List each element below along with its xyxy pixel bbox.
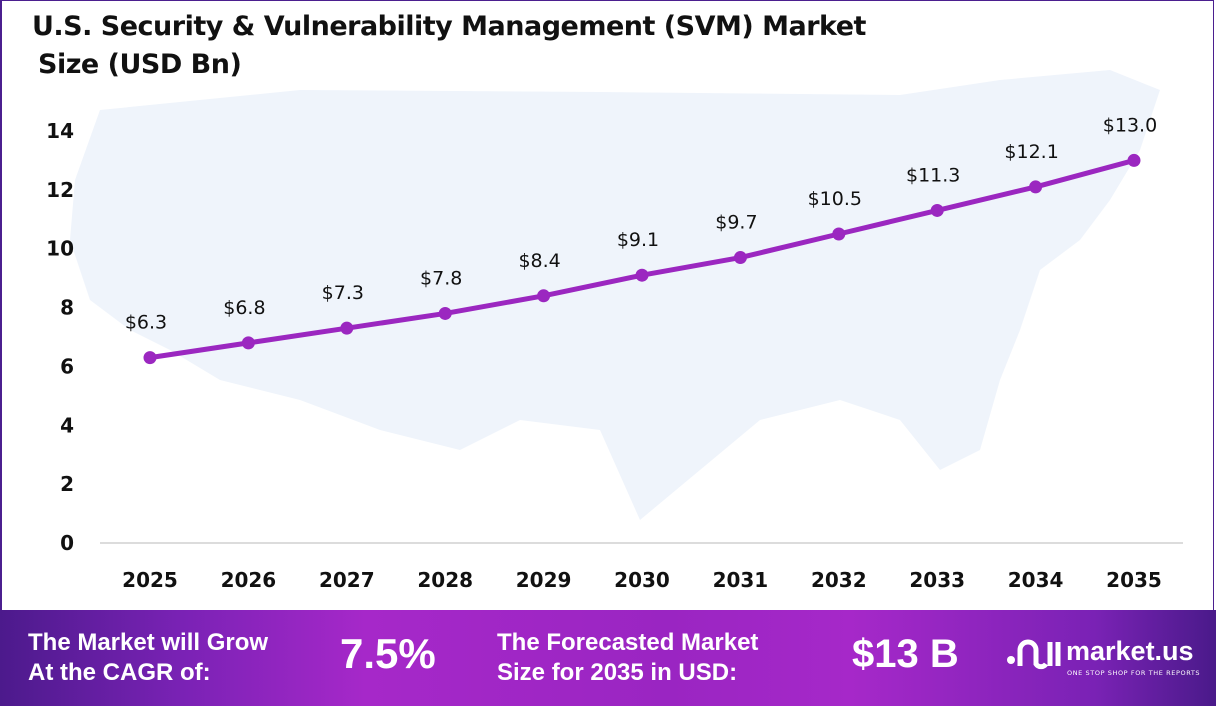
chart-title: U.S. Security & Vulnerability Management… <box>32 8 866 84</box>
data-label: $6.8 <box>223 297 265 319</box>
y-tick-label: 0 <box>60 531 74 555</box>
data-point <box>241 336 255 350</box>
data-point <box>1127 153 1141 167</box>
data-point <box>438 306 452 320</box>
data-label: $11.3 <box>906 164 960 186</box>
data-point <box>340 321 354 335</box>
us-map-silhouette <box>70 70 1160 520</box>
x-tick-label: 2033 <box>909 568 965 592</box>
forecast-label: The Forecasted Market Size for 2035 in US… <box>497 629 759 686</box>
data-label: $7.3 <box>322 282 364 304</box>
data-point <box>143 351 157 365</box>
x-tick-label: 2035 <box>1106 568 1162 592</box>
data-point <box>930 203 944 217</box>
data-point <box>635 268 649 282</box>
data-label: $7.8 <box>420 267 462 289</box>
y-tick-label: 12 <box>46 178 74 202</box>
y-tick-label: 6 <box>60 354 74 378</box>
data-label: $8.4 <box>518 250 560 272</box>
x-tick-label: 2026 <box>221 568 277 592</box>
data-label: $12.1 <box>1004 141 1058 163</box>
cagr-label: The Market will Grow At the CAGR of: <box>28 629 269 686</box>
x-tick-label: 2029 <box>516 568 572 592</box>
data-label: $6.3 <box>125 312 167 334</box>
title-line-1: U.S. Security & Vulnerability Management… <box>32 11 866 42</box>
y-tick-label: 8 <box>60 296 74 320</box>
y-tick-label: 10 <box>46 237 74 261</box>
data-point <box>1029 180 1043 194</box>
data-point <box>537 289 551 303</box>
data-label: $9.7 <box>715 212 757 234</box>
forecast-value: $13 B <box>852 632 959 676</box>
cagr-value: 7.5% <box>340 630 436 677</box>
x-tick-label: 2025 <box>122 568 178 592</box>
data-label: $9.1 <box>617 229 659 251</box>
x-tick-label: 2031 <box>713 568 769 592</box>
y-tick-label: 4 <box>60 413 74 437</box>
data-point <box>733 251 747 265</box>
data-label: $10.5 <box>808 188 862 210</box>
y-tick-label: 14 <box>46 119 74 143</box>
title-line-2: Size (USD Bn) <box>38 49 242 80</box>
line-chart: 0 2 4 6 8 10 12 14 2025 2026 2027 2028 2029 2030 2031 2… <box>46 70 1183 592</box>
y-tick-label: 2 <box>60 472 74 496</box>
logo-icon <box>1007 639 1061 670</box>
x-tick-label: 2028 <box>417 568 473 592</box>
footer-banner: The Market will Grow At the CAGR of: 7.5%… <box>0 610 1216 706</box>
x-tick-label: 2034 <box>1008 568 1064 592</box>
data-label: $13.0 <box>1103 114 1157 136</box>
market-us-logo: market.us ONE STOP SHOP FOR THE REPORTS <box>1006 634 1200 682</box>
data-point <box>832 227 846 241</box>
x-tick-label: 2032 <box>811 568 867 592</box>
x-tick-label: 2030 <box>614 568 670 592</box>
x-tick-label: 2027 <box>319 568 375 592</box>
